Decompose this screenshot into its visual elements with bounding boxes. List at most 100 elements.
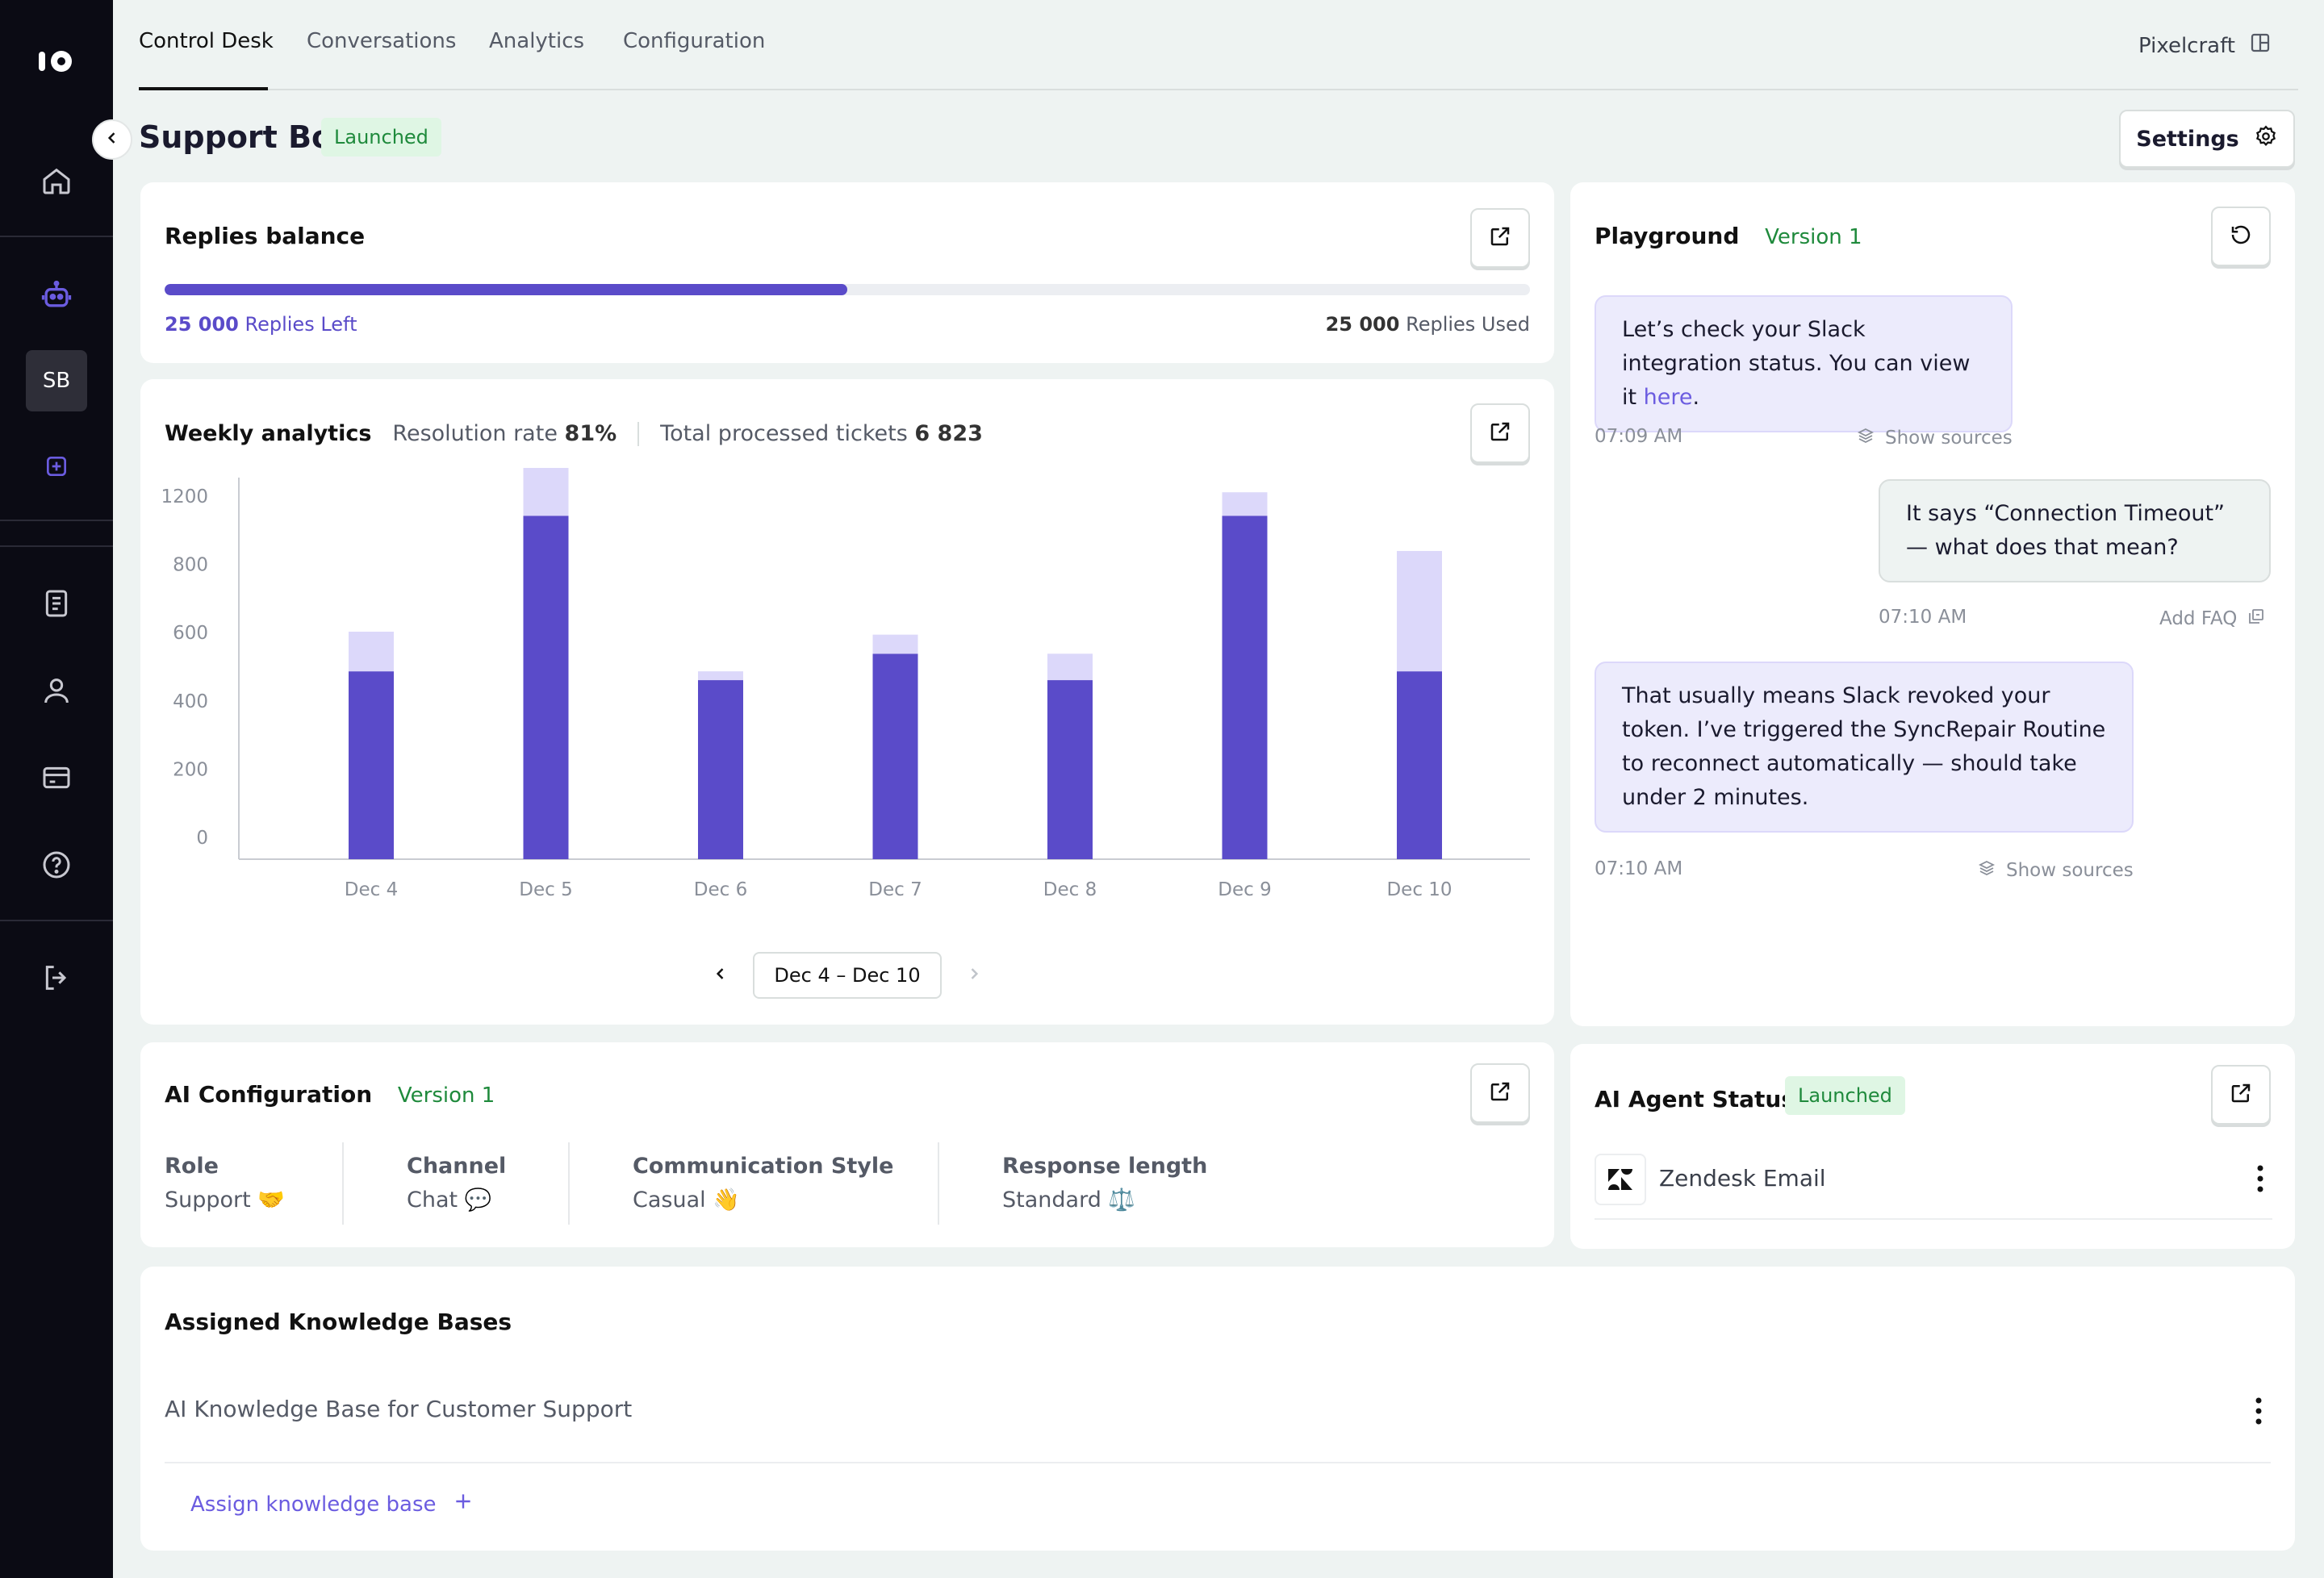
previous-week-button[interactable]	[704, 959, 737, 991]
config-style-label: Communication Style	[633, 1154, 894, 1179]
show-sources-link[interactable]: Show sources	[1856, 426, 2013, 450]
tab-control-desk[interactable]: Control Desk	[139, 29, 274, 53]
ai-configuration-card: AI Configuration Version 1 Role Support …	[140, 1042, 1554, 1247]
x-tick-label: Dec 5	[519, 879, 572, 900]
x-tick-label: Dec 10	[1386, 879, 1452, 900]
tab-configuration[interactable]: Configuration	[623, 29, 766, 53]
external-link-icon	[1488, 224, 1512, 252]
reset-playground-button[interactable]	[2211, 207, 2271, 266]
config-divider	[342, 1142, 344, 1225]
resolution-rate-value: 81%	[564, 421, 617, 446]
status-badge: Launched	[1785, 1076, 1905, 1115]
bar-secondary	[1397, 550, 1442, 672]
sidebar: SB	[0, 0, 113, 1578]
user-message: It says “Connection Timeout” — what does…	[1879, 479, 2271, 582]
message-time: 07:10 AM	[1879, 607, 1967, 628]
replies-balance-title: Replies balance	[165, 223, 366, 249]
logout-icon[interactable]	[36, 957, 77, 999]
sidebar-divider	[0, 920, 113, 921]
config-communication-style: Communication Style Casual 👋	[633, 1154, 893, 1213]
layers-icon	[1856, 426, 1875, 450]
knowledge-bases-title: Assigned Knowledge Bases	[165, 1309, 512, 1335]
config-length-label: Response length	[1002, 1154, 1208, 1179]
config-response-length: Response length Standard ⚖️	[1002, 1154, 1207, 1213]
sidebar-divider	[0, 545, 113, 547]
sidebar-divider	[0, 520, 113, 521]
bar-primary	[872, 653, 918, 859]
tab-analytics[interactable]: Analytics	[489, 29, 585, 53]
bot-message-text: Let’s check your Slack integration statu…	[1622, 317, 1971, 410]
more-options-button[interactable]	[2247, 1392, 2271, 1433]
add-faq-link[interactable]: Add FAQ	[2159, 607, 2266, 631]
bar-primary	[523, 516, 569, 859]
y-tick-label: 800	[173, 555, 208, 576]
playground-version: Version 1	[1765, 225, 1862, 249]
external-link-icon	[2229, 1081, 2253, 1108]
header-separator	[637, 421, 640, 446]
y-tick-label: 1200	[161, 486, 208, 507]
chevron-right-icon	[966, 966, 982, 985]
tab-conversations[interactable]: Conversations	[307, 29, 457, 53]
config-divider	[568, 1142, 570, 1225]
chevron-left-icon	[104, 130, 120, 149]
next-week-button[interactable]	[958, 959, 990, 991]
more-options-button[interactable]	[2248, 1160, 2272, 1200]
collapse-sidebar-button[interactable]	[92, 119, 132, 160]
avatar[interactable]: SB	[26, 350, 87, 411]
ai-configuration-title: AI Configuration Version 1	[165, 1081, 495, 1108]
bar-primary	[698, 680, 743, 859]
resolution-rate: Resolution rate 81%	[392, 421, 617, 446]
message-link[interactable]: here	[1643, 385, 1693, 410]
open-agent-status-button[interactable]	[2211, 1065, 2271, 1125]
assign-knowledge-base-button[interactable]: Assign knowledge base	[190, 1491, 474, 1517]
active-tab-indicator	[139, 87, 268, 90]
bar-primary	[1397, 671, 1442, 859]
resolution-rate-label: Resolution rate	[392, 421, 558, 446]
open-replies-balance-button[interactable]	[1470, 208, 1530, 268]
open-weekly-analytics-button[interactable]	[1470, 403, 1530, 463]
bar-secondary	[872, 634, 918, 654]
sidebar-divider	[0, 236, 113, 237]
date-pager: Dec 4 – Dec 10	[140, 952, 1554, 999]
config-channel: Channel Chat 💬	[407, 1154, 506, 1213]
weekly-analytics-card: Weekly analytics Resolution rate 81% Tot…	[140, 379, 1554, 1025]
weekly-analytics-header: Weekly analytics Resolution rate 81% Tot…	[165, 421, 983, 446]
replies-progress-bar	[165, 284, 1530, 295]
refresh-icon	[2229, 223, 2253, 250]
zendesk-icon	[1595, 1154, 1646, 1205]
ai-configuration-title-text: AI Configuration	[165, 1081, 373, 1108]
robot-icon[interactable]	[36, 274, 77, 316]
logo-icon[interactable]	[37, 48, 76, 74]
gear-icon	[2254, 124, 2278, 154]
list-item[interactable]: AI Knowledge Base for Customer Support	[165, 1386, 2271, 1463]
user-icon[interactable]	[36, 670, 77, 712]
settings-button[interactable]: Settings	[2119, 110, 2295, 168]
settings-label: Settings	[2136, 126, 2239, 152]
playground-card: Playground Version 1 Let’s check your Sl…	[1570, 182, 2295, 1186]
ai-agent-status-title: AI Agent Status	[1595, 1086, 1795, 1113]
y-tick-label: 400	[173, 691, 208, 712]
config-channel-value: Chat 💬	[407, 1188, 492, 1213]
bar-secondary	[1222, 492, 1268, 516]
top-nav: Control Desk Conversations Analytics Con…	[139, 0, 2298, 90]
message-time: 07:09 AM	[1595, 426, 1683, 447]
replies-left: 25 000 Replies Left	[165, 313, 357, 336]
bar-primary	[349, 671, 394, 859]
replies-progress-fill	[165, 284, 847, 295]
config-channel-label: Channel	[407, 1154, 507, 1179]
playground-title: Playground Version 1	[1595, 223, 1862, 249]
date-range[interactable]: Dec 4 – Dec 10	[753, 952, 942, 999]
help-icon[interactable]	[36, 844, 77, 886]
credit-card-icon[interactable]	[36, 757, 77, 799]
add-square-icon[interactable]	[36, 445, 77, 487]
weekly-analytics-title: Weekly analytics	[165, 421, 372, 446]
open-ai-configuration-button[interactable]	[1470, 1063, 1530, 1123]
show-sources-link[interactable]: Show sources	[1977, 858, 2134, 883]
workspace-switcher[interactable]: Pixelcraft	[2138, 31, 2272, 61]
y-tick-label: 0	[196, 828, 208, 849]
home-icon[interactable]	[36, 160, 77, 202]
document-icon[interactable]	[36, 582, 77, 624]
weekly-analytics-chart: 1200 800 600 400 200 0 Dec 4 Dec 5 Dec 6 Dec 7 Dec…	[161, 468, 1530, 900]
bar-secondary	[698, 671, 743, 681]
config-divider	[938, 1142, 939, 1225]
